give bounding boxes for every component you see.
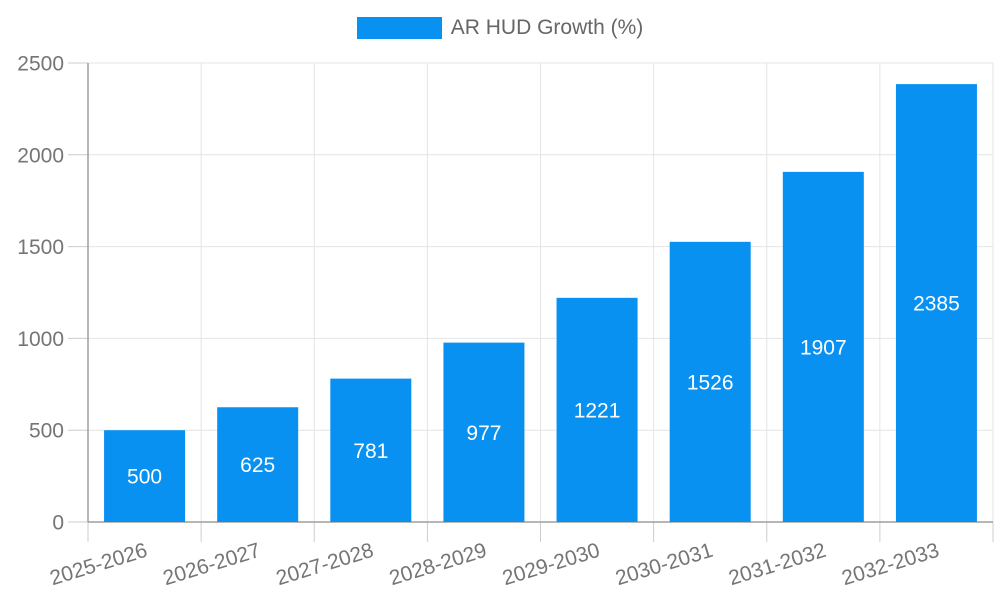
x-tick-label: 2027-2028 — [274, 539, 377, 590]
bar-value-label: 625 — [240, 454, 275, 477]
y-tick-label: 500 — [29, 420, 64, 443]
x-tick-label: 2026-2027 — [160, 539, 263, 590]
bar-2028-2029[interactable] — [443, 342, 525, 522]
bar-value-label: 1907 — [800, 336, 847, 359]
legend-label: AR HUD Growth (%) — [450, 16, 644, 39]
bar-2027-2028[interactable] — [330, 378, 412, 522]
x-tick-label: 2029-2030 — [500, 539, 603, 590]
x-tick-label: 2032-2033 — [839, 539, 942, 590]
y-tick-label: 1500 — [17, 236, 64, 259]
bar-2030-2031[interactable] — [669, 241, 751, 522]
bar-value-label: 500 — [127, 466, 162, 489]
x-tick-label: 2025-2026 — [47, 539, 150, 590]
bar-value-label: 2385 — [913, 293, 960, 316]
y-tick-label: 2500 — [17, 53, 64, 76]
bar-2029-2030[interactable] — [556, 297, 638, 522]
legend-swatch — [356, 17, 442, 39]
bar-2026-2027[interactable] — [217, 407, 299, 522]
x-tick-label: 2028-2029 — [387, 539, 490, 590]
bar-value-label: 781 — [353, 440, 388, 463]
bar-value-label: 1526 — [687, 371, 734, 394]
y-tick-label: 0 — [52, 512, 64, 535]
bar-2032-2033[interactable] — [895, 84, 977, 522]
bar-2025-2026[interactable] — [104, 430, 186, 522]
bar-value-label: 977 — [466, 422, 501, 445]
y-tick-label: 2000 — [17, 144, 64, 167]
bar-value-label: 1221 — [574, 399, 621, 422]
bar-2031-2032[interactable] — [782, 171, 864, 522]
x-tick-label: 2031-2032 — [726, 539, 829, 590]
y-tick-label: 1000 — [17, 328, 64, 351]
x-tick-label: 2030-2031 — [613, 539, 716, 590]
legend-item[interactable]: AR HUD Growth (%) — [0, 0, 1000, 56]
